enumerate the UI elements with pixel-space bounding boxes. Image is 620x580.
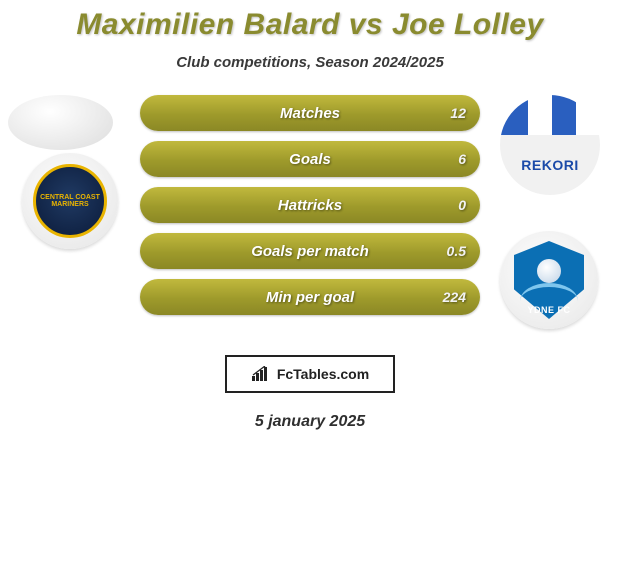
left-club-badge: CENTRAL COAST MARINERS [22, 153, 118, 249]
stat-label: Goals per match [251, 243, 369, 260]
stat-label: Hattricks [278, 197, 342, 214]
subtitle: Club competitions, Season 2024/2025 [0, 54, 620, 71]
sydney-crest: YDNE FC [514, 241, 584, 319]
stat-label: Matches [280, 105, 340, 122]
stat-bar-goals: Goals 6 [140, 141, 480, 177]
mariners-crest: CENTRAL COAST MARINERS [33, 164, 107, 238]
chart-icon [251, 366, 271, 382]
stat-value-right: 6 [458, 151, 466, 167]
stat-value-right: 0 [458, 197, 466, 213]
sydney-crest-text: YDNE FC [527, 305, 570, 315]
brand-text: FcTables.com [277, 366, 369, 382]
player-right-jersey: REKORI [500, 95, 600, 195]
stat-label: Min per goal [266, 289, 354, 306]
jersey-sponsor-text: REKORI [521, 157, 578, 173]
player-left-avatar [8, 95, 113, 150]
stat-bar-min-per-goal: Min per goal 224 [140, 279, 480, 315]
stat-bar-hattricks: Hattricks 0 [140, 187, 480, 223]
brand-box[interactable]: FcTables.com [225, 355, 395, 393]
mariners-crest-text: CENTRAL COAST MARINERS [36, 194, 104, 208]
jersey-sponsor-area: REKORI [500, 135, 600, 195]
infographic-wrapper: Maximilien Balard vs Joe Lolley Club com… [0, 0, 620, 439]
stat-bar-matches: Matches 12 [140, 95, 480, 131]
right-club-badge: YDNE FC [500, 231, 598, 329]
content-area: REKORI CENTRAL COAST MARINERS YDNE FC Ma… [0, 95, 620, 345]
stats-bars: Matches 12 Goals 6 Hattricks 0 Goals per… [140, 95, 480, 315]
stat-value-right: 0.5 [447, 243, 466, 259]
player-right-avatar: REKORI [500, 95, 600, 195]
date-label: 5 january 2025 [0, 413, 620, 431]
soccer-ball-icon [537, 259, 561, 283]
stat-label: Goals [289, 151, 331, 168]
stat-value-right: 224 [443, 289, 466, 305]
page-title: Maximilien Balard vs Joe Lolley [0, 8, 620, 42]
jersey-stripes [500, 95, 600, 135]
stat-value-right: 12 [450, 105, 466, 121]
stat-bar-goals-per-match: Goals per match 0.5 [140, 233, 480, 269]
